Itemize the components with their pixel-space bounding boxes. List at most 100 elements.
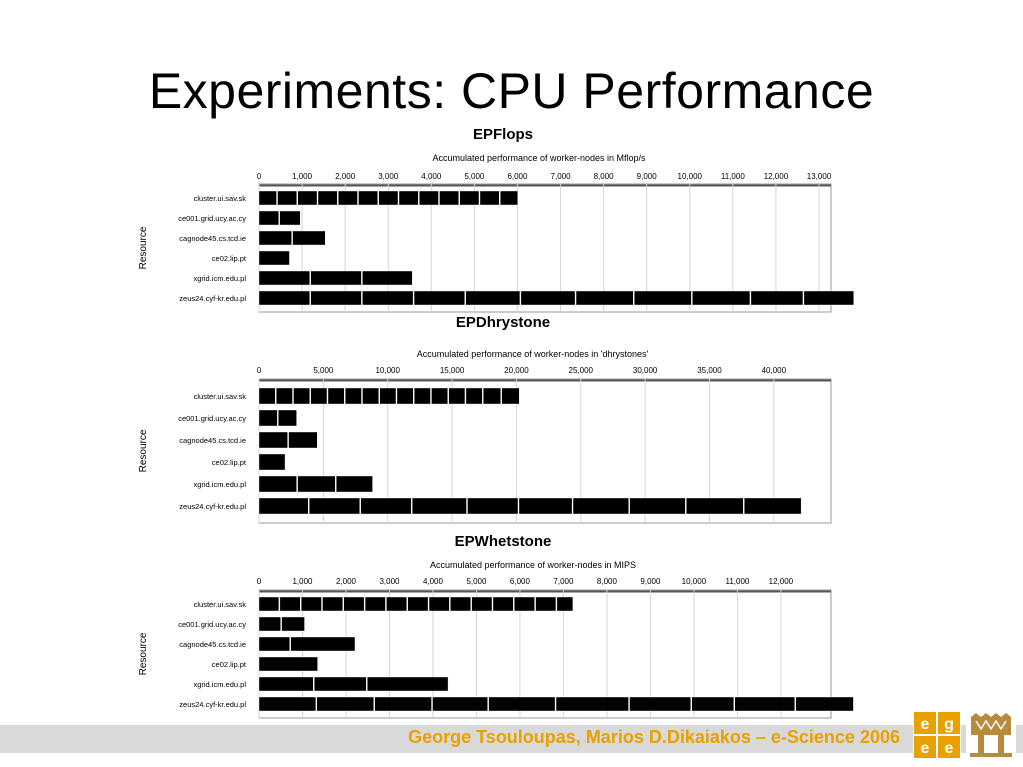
epflops-bar-cluster-ui-sav-sk-segment xyxy=(479,190,500,206)
epwhetstone-bar-xgrid-icm-edu-pl-segment xyxy=(367,676,449,692)
epdhrystone-bar-ce001-grid-ucy-ac-cy-segment xyxy=(258,409,278,427)
epflops-tick-label: 9,000 xyxy=(637,172,658,181)
epdhrystone-tick-label: 15,000 xyxy=(440,366,465,375)
epflops-bar-zeus24-cyf-kr-edu-pl-segment xyxy=(692,290,751,306)
epwhetstone-bar-cluster-ui-sav-sk-segment xyxy=(279,596,301,612)
epdhrystone-bar-cluster-ui-sav-sk-segment xyxy=(327,387,345,405)
epwhetstone-bar-zeus24-cyf-kr-edu-pl-segment xyxy=(691,696,735,712)
epflops-bar-cluster-ui-sav-sk-segment xyxy=(398,190,419,206)
epdhrystone-bar-ce001-grid-ucy-ac-cy-segment xyxy=(278,409,297,427)
epdhrystone-subtitle: Accumulated performance of worker-nodes … xyxy=(417,349,649,359)
epflops-bar-cluster-ui-sav-sk-segment xyxy=(277,190,297,206)
epwhetstone-bar-zeus24-cyf-kr-edu-pl-segment xyxy=(555,696,629,712)
epflops-bar-cluster-ui-sav-sk-segment xyxy=(297,190,318,206)
epflops-category-label: cluster.ui.sav.sk xyxy=(194,194,247,203)
epflops-tick-label: 0 xyxy=(257,172,262,181)
epwhetstone-bar-cagnode45-cs-tcd-ie-segment xyxy=(290,636,356,652)
epwhetstone-category-label: ce02.lip.pt xyxy=(212,660,247,669)
epflops-bar-zeus24-cyf-kr-edu-pl-segment xyxy=(634,290,692,306)
epwhetstone-tick-label: 5,000 xyxy=(466,577,487,586)
epflops-tick-label: 2,000 xyxy=(335,172,356,181)
epwhetstone-bar-cluster-ui-sav-sk-segment xyxy=(364,596,386,612)
epflops-bar-cagnode45-cs-tcd-ie-segment xyxy=(258,230,292,246)
epdhrystone-category-label: cagnode45.cs.tcd.ie xyxy=(179,436,246,445)
epdhrystone-bar-cagnode45-cs-tcd-ie-segment xyxy=(258,431,288,449)
epdhrystone-category-label: zeus24.cyf-kr.edu.pl xyxy=(179,502,246,511)
epwhetstone-tick-label: 3,000 xyxy=(379,577,400,586)
footer-authors: George Tsouloupas, Marios D.Dikaiakos – … xyxy=(408,727,900,747)
epflops-category-label: cagnode45.cs.tcd.ie xyxy=(179,234,246,243)
epdhrystone-bar-xgrid-icm-edu-pl-segment xyxy=(297,475,336,493)
epflops-tick-label: 8,000 xyxy=(594,172,615,181)
epwhetstone-bar-cluster-ui-sav-sk-segment xyxy=(428,596,450,612)
chart-epdhrystone: EPDhrystone Accumulated performance of wo… xyxy=(130,314,840,526)
epdhrystone-bar-cluster-ui-sav-sk-segment xyxy=(431,387,448,405)
epflops-bar-cluster-ui-sav-sk-segment xyxy=(500,190,518,206)
epflops-bar-xgrid-icm-edu-pl-segment xyxy=(310,270,362,286)
epwhetstone-category-label: zeus24.cyf-kr.edu.pl xyxy=(179,700,246,709)
epdhrystone-category-label: ce02.lip.pt xyxy=(212,458,247,467)
svg-text:e: e xyxy=(945,740,954,757)
epwhetstone-ylabel: Resource xyxy=(138,632,149,675)
epdhrystone-bar-zeus24-cyf-kr-edu-pl-segment xyxy=(411,497,467,515)
epflops-category-label: xgrid.icm.edu.pl xyxy=(193,274,246,283)
epflops-bar-cluster-ui-sav-sk-segment xyxy=(459,190,480,206)
epdhrystone-bar-xgrid-icm-edu-pl-segment xyxy=(258,475,297,493)
epwhetstone-bar-zeus24-cyf-kr-edu-pl-segment xyxy=(734,696,795,712)
epdhrystone-bar-cluster-ui-sav-sk-segment xyxy=(465,387,483,405)
epflops-tick-label: 11,000 xyxy=(721,172,745,181)
epwhetstone-tick-label: 2,000 xyxy=(336,577,357,586)
epdhrystone-tick-label: 20,000 xyxy=(504,366,529,375)
slide-title: Experiments: CPU Performance xyxy=(148,63,875,119)
epdhrystone-bar-cluster-ui-sav-sk-segment xyxy=(293,387,310,405)
epwhetstone-bar-zeus24-cyf-kr-edu-pl-segment xyxy=(795,696,854,712)
epflops-plot-frame xyxy=(258,183,832,313)
epwhetstone-bar-cluster-ui-sav-sk-segment xyxy=(386,596,407,612)
egee-logo: e g e e xyxy=(913,711,961,759)
epflops-bar-cluster-ui-sav-sk-segment xyxy=(378,190,399,206)
epdhrystone-bar-cagnode45-cs-tcd-ie-segment xyxy=(288,431,318,449)
epdhrystone-ylabel: Resource xyxy=(138,429,149,472)
epwhetstone-tick-label: 0 xyxy=(257,577,262,586)
epwhetstone-category-label: ce001.grid.ucy.ac.cy xyxy=(178,620,246,629)
epdhrystone-bar-zeus24-cyf-kr-edu-pl-segment xyxy=(308,497,360,515)
epwhetstone-tick-label: 6,000 xyxy=(510,577,531,586)
epwhetstone-bar-zeus24-cyf-kr-edu-pl-segment xyxy=(488,696,556,712)
epdhrystone-tick-label: 40,000 xyxy=(762,366,787,375)
epflops-title: EPFlops xyxy=(473,126,533,143)
epflops-tick-label: 4,000 xyxy=(421,172,442,181)
epdhrystone-tick-label: 5,000 xyxy=(313,366,334,375)
epwhetstone-tick-label: 10,000 xyxy=(682,577,707,586)
epflops-tick-label: 12,000 xyxy=(764,172,789,181)
epwhetstone-bar-cluster-ui-sav-sk-segment xyxy=(343,596,365,612)
epflops-bar-ce001-grid-ucy-ac-cy-segment xyxy=(258,210,279,226)
epwhetstone-category-label: xgrid.icm.edu.pl xyxy=(193,680,246,689)
svg-text:e: e xyxy=(921,740,930,757)
epwhetstone-category-label: cagnode45.cs.tcd.ie xyxy=(179,640,246,649)
epwhetstone-bar-xgrid-icm-edu-pl-segment xyxy=(314,676,367,692)
epdhrystone-bar-ce02-lip-pt-segment xyxy=(258,453,286,471)
epflops-bar-cluster-ui-sav-sk-segment xyxy=(358,190,378,206)
epflops-bar-zeus24-cyf-kr-edu-pl-segment xyxy=(750,290,804,306)
epwhetstone-title: EPWhetstone xyxy=(455,533,552,550)
epflops-bar-xgrid-icm-edu-pl-segment xyxy=(258,270,310,286)
footer-bar xyxy=(0,725,1023,753)
epflops-bar-ce02-lip-pt-segment xyxy=(258,250,290,266)
epflops-category-label: ce001.grid.ucy.ac.cy xyxy=(178,214,246,223)
epwhetstone-bar-ce02-lip-pt-segment xyxy=(258,656,318,672)
epwhetstone-tick-label: 12,000 xyxy=(769,577,794,586)
epflops-bar-cagnode45-cs-tcd-ie-segment xyxy=(292,230,326,246)
epwhetstone-tick-label: 11,000 xyxy=(725,577,749,586)
chart-epflops: EPFlops Accumulated performance of worker… xyxy=(130,122,854,318)
epwhetstone-bar-zeus24-cyf-kr-edu-pl-segment xyxy=(258,696,317,712)
epwhetstone-plot-frame xyxy=(258,589,832,719)
epdhrystone-bar-xgrid-icm-edu-pl-segment xyxy=(336,475,373,493)
epwhetstone-bar-cluster-ui-sav-sk-segment xyxy=(556,596,574,612)
epflops-bar-zeus24-cyf-kr-edu-pl-segment xyxy=(310,290,362,306)
epdhrystone-category-label: cluster.ui.sav.sk xyxy=(194,392,247,401)
epwhetstone-bar-zeus24-cyf-kr-edu-pl-segment xyxy=(374,696,432,712)
epwhetstone-bar-cluster-ui-sav-sk-segment xyxy=(492,596,514,612)
epdhrystone-tick-label: 35,000 xyxy=(697,366,722,375)
epdhrystone-bar-zeus24-cyf-kr-edu-pl-segment xyxy=(744,497,802,515)
epwhetstone-tick-label: 1,000 xyxy=(292,577,313,586)
